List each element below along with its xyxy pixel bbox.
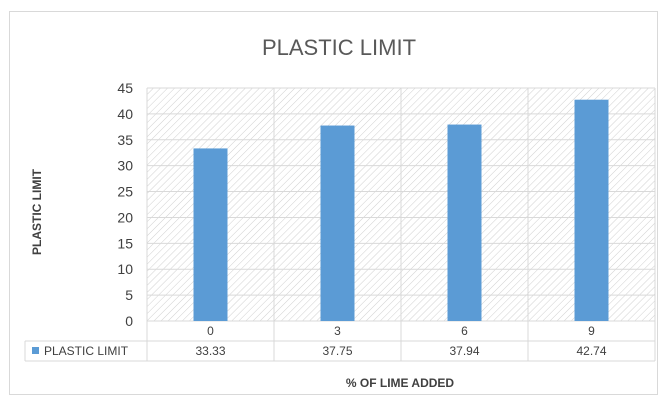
bar <box>193 148 228 321</box>
bar <box>574 99 609 321</box>
data-label: 42.74 <box>576 344 606 358</box>
x-tick-label: 3 <box>334 324 341 338</box>
y-tick-label: 40 <box>117 106 133 122</box>
x-tick-label: 9 <box>588 324 595 338</box>
bar <box>320 125 355 322</box>
x-tick-label: 6 <box>461 324 468 338</box>
y-tick-label: 15 <box>117 235 133 251</box>
data-label: 37.94 <box>449 344 479 358</box>
chart-frame: PLASTIC LIMIT PLASTIC LIMIT % OF LIME AD… <box>9 11 658 395</box>
y-tick-label: 20 <box>117 209 133 225</box>
plot-area: 0 5 10 15 20 25 30 35 40 45 0 3 6 9 33.33 37.75 37.94 42.… <box>24 80 656 362</box>
y-tick-label: 10 <box>117 261 133 277</box>
bar-chart: PLASTIC LIMIT PLASTIC LIMIT % OF LIME AD… <box>24 35 656 390</box>
y-tick-label: 35 <box>117 132 133 148</box>
y-tick-label: 45 <box>117 80 133 96</box>
y-tick-label: 30 <box>117 158 133 174</box>
chart-title: PLASTIC LIMIT <box>262 35 416 60</box>
data-label: 37.75 <box>322 344 352 358</box>
y-axis-label: PLASTIC LIMIT <box>30 168 44 255</box>
bar <box>447 124 482 321</box>
legend-label: PLASTIC LIMIT <box>44 344 129 358</box>
y-tick-label: 5 <box>125 287 133 303</box>
x-tick-label: 0 <box>207 324 214 338</box>
x-axis-label: % OF LIME ADDED <box>346 376 455 390</box>
data-label: 33.33 <box>195 344 225 358</box>
y-tick-label: 25 <box>117 184 133 200</box>
legend-swatch <box>32 347 39 354</box>
y-tick-label: 0 <box>125 313 133 329</box>
